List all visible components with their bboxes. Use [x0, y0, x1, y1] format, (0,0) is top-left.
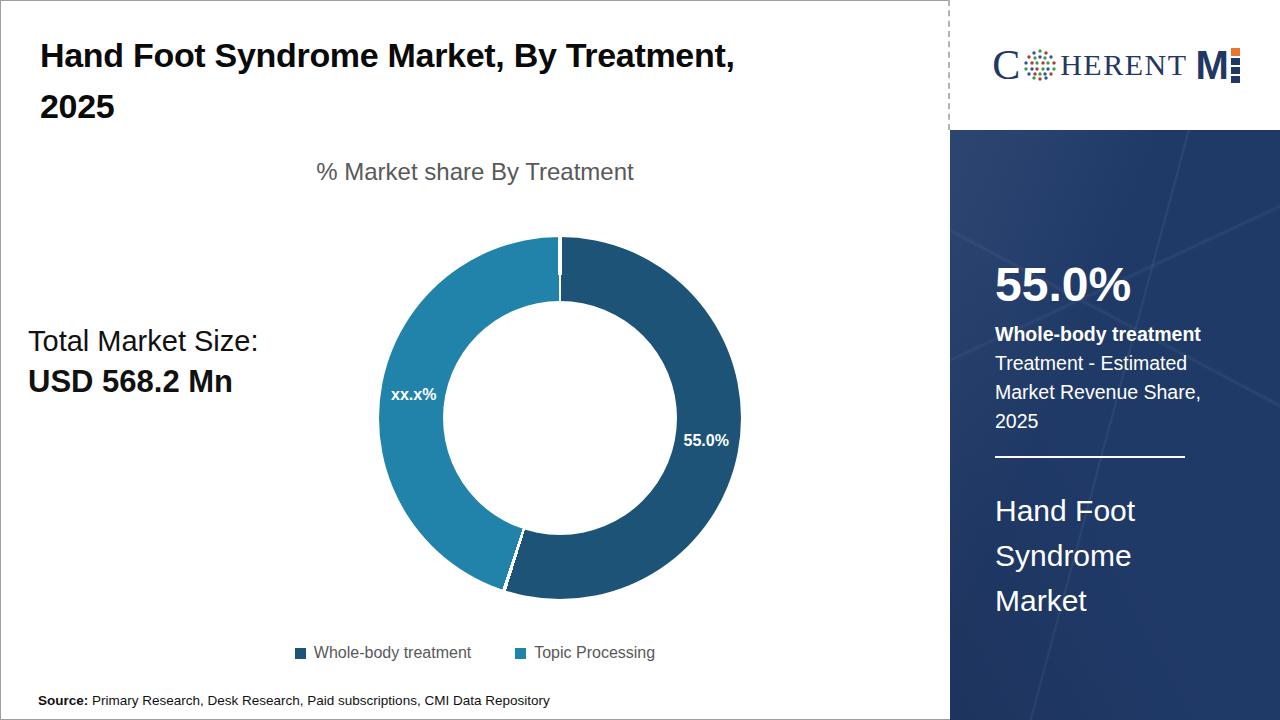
- sidebar: 55.0% Whole-body treatment Treatment - E…: [950, 130, 1280, 720]
- legend-marker-icon: [295, 648, 306, 659]
- donut-chart: 55.0% xx.x%: [379, 237, 741, 599]
- source-label: Source:: [38, 693, 88, 708]
- legend-marker-icon: [515, 648, 526, 659]
- legend-label: Whole-body treatment: [314, 644, 471, 662]
- logo-letter-i-segmented: [1231, 48, 1240, 83]
- donut-hole: [443, 301, 677, 535]
- logo-letter-c: C: [992, 44, 1020, 86]
- sidebar-stat-desc: Treatment - Estimated Market Revenue Sha…: [995, 349, 1245, 436]
- coherentmi-logo: C: [992, 44, 1240, 86]
- total-market-size-label: Total Market Size:: [28, 322, 258, 360]
- sidebar-stat-title: Whole-body treatment: [995, 320, 1245, 349]
- page-title: Hand Foot Syndrome Market, By Treatment,…: [40, 30, 920, 132]
- infographic-page: Hand Foot Syndrome Market, By Treatment,…: [0, 0, 1280, 720]
- sidebar-divider: [995, 456, 1185, 458]
- legend-label: Topic Processing: [534, 644, 655, 662]
- sidebar-stat-value: 55.0%: [995, 260, 1245, 310]
- slice-label: 55.0%: [684, 432, 729, 450]
- page-title-line1: Hand Foot Syndrome Market, By Treatment,: [40, 30, 920, 81]
- chart-title: % Market share By Treatment: [0, 158, 950, 186]
- logo-letters-herent: HERENT: [1060, 50, 1187, 80]
- legend-item: Whole-body treatment: [295, 644, 471, 662]
- logo-letter-m: M: [1196, 45, 1228, 85]
- dot-globe-icon: [1021, 46, 1059, 84]
- page-title-line2: 2025: [40, 81, 920, 132]
- slice-label: xx.x%: [391, 386, 436, 404]
- source-text: Primary Research, Desk Research, Paid su…: [88, 693, 549, 708]
- total-market-size-block: Total Market Size: USD 568.2 Mn: [28, 322, 258, 402]
- legend-item: Topic Processing: [515, 644, 655, 662]
- total-market-size-value: USD 568.2 Mn: [28, 362, 258, 402]
- logo-box: C: [948, 0, 1280, 130]
- chart-legend: Whole-body treatment Topic Processing: [0, 644, 950, 662]
- sidebar-market-name: Hand Foot Syndrome Market: [995, 488, 1225, 623]
- source-note: Source: Primary Research, Desk Research,…: [38, 693, 550, 708]
